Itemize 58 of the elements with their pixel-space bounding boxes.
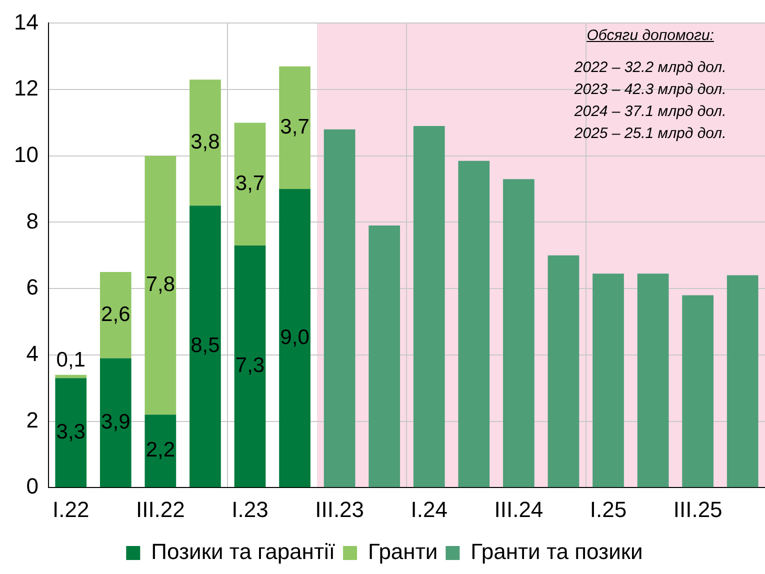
data-label: 2,6 [101, 302, 130, 326]
bar [190, 80, 221, 206]
bar [637, 274, 669, 488]
x-tick-label: I.22 [52, 496, 90, 522]
data-label: 3,7 [280, 115, 310, 138]
y-tick-label: 14 [14, 9, 38, 34]
legend-label: Гранти [368, 539, 438, 564]
bar [324, 129, 356, 488]
bar [503, 179, 534, 488]
bar [279, 66, 310, 190]
data-label: 9,0 [280, 326, 310, 349]
bar [368, 226, 400, 488]
legend-label: Позики та гарантії [151, 539, 336, 564]
x-tick-label: I.24 [410, 496, 448, 522]
bar [682, 295, 714, 488]
bar [100, 358, 132, 488]
bar [55, 378, 87, 488]
bar [100, 272, 132, 358]
y-tick-label: 12 [14, 76, 38, 101]
y-tick-label: 0 [26, 474, 38, 499]
data-label: 3,9 [101, 410, 130, 434]
x-tick-label: III.23 [315, 496, 364, 522]
bar [144, 156, 176, 415]
x-tick-label: I.23 [232, 496, 268, 522]
data-label: 3,3 [56, 420, 86, 444]
y-tick-label: 8 [26, 208, 38, 234]
y-tick-label: 4 [26, 340, 38, 366]
data-label: 7,8 [146, 273, 176, 296]
bar [279, 189, 310, 488]
annotation: 2022 – 32.2 млрд дол. [573, 58, 728, 78]
annotation: Обсяги допомоги: [586, 26, 715, 46]
bar [55, 374, 87, 378]
x-tick-label: III.22 [136, 496, 185, 522]
x-tick-label: III.24 [494, 496, 544, 522]
annotation: 2025 – 25.1 млрд дол. [573, 124, 728, 144]
bar [726, 275, 758, 488]
x-tick-label: III.25 [673, 496, 722, 522]
legend-label: Гранти та позики [470, 539, 643, 564]
data-label: 3,7 [235, 172, 265, 195]
bar [234, 122, 266, 246]
data-label: 3,8 [190, 130, 220, 154]
annotation: 2023 – 42.3 млрд дол. [573, 80, 728, 100]
data-label: 8,5 [190, 334, 220, 358]
y-tick-label: 2 [26, 407, 38, 432]
bar [234, 245, 266, 488]
bar [458, 160, 490, 488]
bar [548, 255, 580, 488]
bar [190, 206, 221, 488]
y-tick-label: 6 [26, 274, 38, 300]
annotation: 2024 – 37.1 млрд дол. [573, 102, 728, 122]
bar [144, 414, 176, 488]
data-label: 2,2 [146, 438, 176, 462]
data-label: 7,3 [235, 354, 265, 378]
y-tick-label: 10 [14, 142, 38, 167]
x-tick-label: I.25 [590, 496, 627, 522]
bar [413, 126, 445, 488]
bar [592, 274, 624, 488]
data-label: 0,1 [56, 348, 86, 372]
